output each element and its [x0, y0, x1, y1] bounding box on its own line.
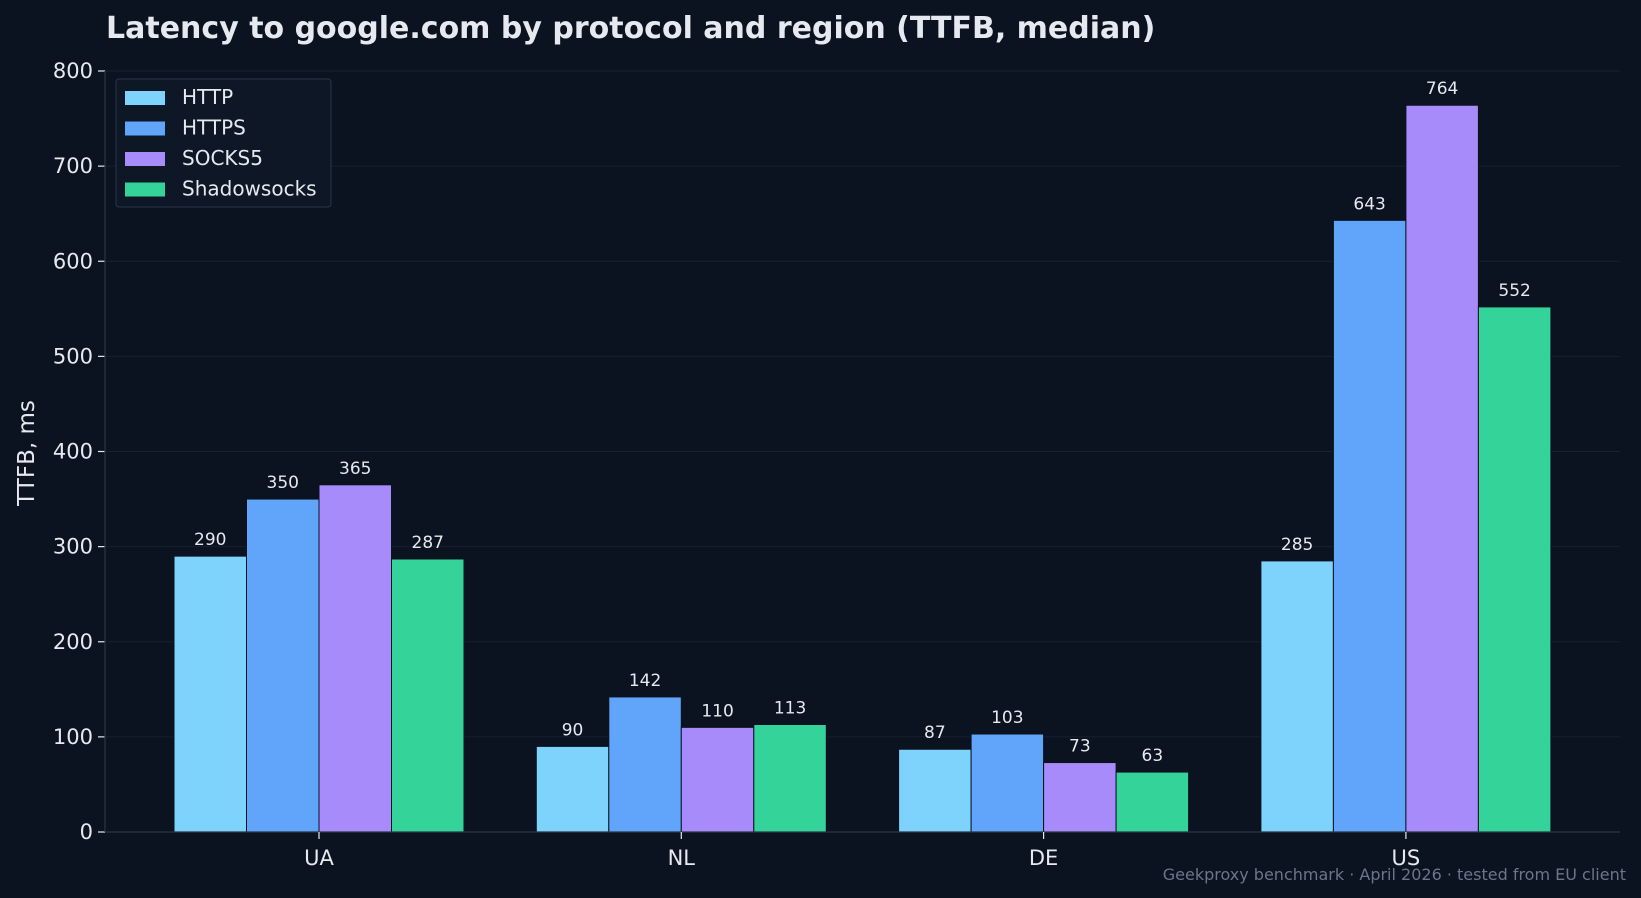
- data-label: 110: [701, 701, 733, 721]
- y-tick-label: 100: [53, 725, 93, 749]
- legend-swatch: [125, 152, 165, 166]
- x-tick-label: US: [1392, 846, 1421, 870]
- y-tick-label: 400: [53, 440, 93, 464]
- data-label: 63: [1142, 746, 1164, 766]
- data-label: 764: [1426, 79, 1458, 99]
- y-tick-label: 0: [80, 820, 93, 844]
- y-tick-label: 500: [53, 344, 93, 368]
- data-label: 643: [1353, 194, 1385, 214]
- data-label: 113: [774, 699, 806, 719]
- data-label: 350: [267, 473, 299, 493]
- data-label: 290: [194, 530, 226, 550]
- legend-label: SOCKS5: [182, 146, 263, 170]
- bar-ua-http: [173, 555, 247, 833]
- y-tick-label: 600: [53, 249, 93, 273]
- chart-title: Latency to google.com by protocol and re…: [106, 11, 1155, 46]
- bar-de-https: [970, 733, 1045, 833]
- bar-us-shadowsocks: [1477, 306, 1552, 833]
- bar-ua-shadowsocks: [391, 558, 465, 833]
- legend-swatch: [125, 91, 165, 105]
- bar-ua-https: [246, 498, 320, 833]
- x-tick-label: NL: [668, 846, 696, 870]
- data-label: 73: [1069, 737, 1091, 757]
- data-label: 285: [1281, 535, 1313, 555]
- y-tick-label: 700: [53, 154, 93, 178]
- footer-caption: Geekproxy benchmark · April 2026 · teste…: [1163, 865, 1626, 884]
- bar-us-https: [1332, 219, 1407, 833]
- legend-swatch: [125, 182, 165, 197]
- legend: HTTP HTTPS SOCKS5 Shadowsocks: [115, 78, 332, 208]
- bar-de-socks5: [1043, 762, 1117, 833]
- data-label: 103: [991, 708, 1023, 728]
- data-label: 142: [629, 671, 661, 691]
- legend-label: HTTP: [182, 85, 233, 109]
- bar-nl-socks5: [680, 726, 755, 833]
- bar-de-http: [898, 748, 972, 833]
- data-label: 287: [412, 533, 444, 553]
- bar-us-http: [1260, 560, 1334, 833]
- bar-ua-socks5: [318, 484, 392, 833]
- data-label: 552: [1498, 281, 1530, 301]
- y-tick-label: 300: [53, 535, 93, 559]
- y-tick-label: 800: [53, 59, 93, 83]
- data-label: 87: [924, 723, 946, 743]
- axes: 0 100 200 300 400 500 600 700 800 UA NL DE US: [53, 59, 1620, 870]
- x-tick-label: DE: [1029, 846, 1058, 870]
- bar-us-socks5: [1405, 104, 1479, 833]
- data-label: 90: [562, 720, 584, 740]
- legend-label: Shadowsocks: [182, 177, 317, 201]
- legend-label: HTTPS: [182, 116, 246, 140]
- data-label: 365: [339, 459, 371, 479]
- legend-box: [115, 78, 332, 208]
- bar-de-shadowsocks: [1115, 771, 1190, 833]
- x-tick-label: UA: [304, 846, 334, 870]
- bar-nl-shadowsocks: [753, 724, 827, 833]
- data-labels: 290 350 365 287 90 142 110 113 87 103 73 63 285 643 76…: [194, 79, 1531, 766]
- bar-nl-https: [608, 696, 682, 833]
- bars: [173, 104, 1552, 833]
- bar-nl-http: [535, 745, 610, 833]
- legend-swatch: [125, 121, 165, 136]
- y-tick-label: 200: [53, 630, 93, 654]
- y-axis-label: TTFB, ms: [14, 400, 40, 507]
